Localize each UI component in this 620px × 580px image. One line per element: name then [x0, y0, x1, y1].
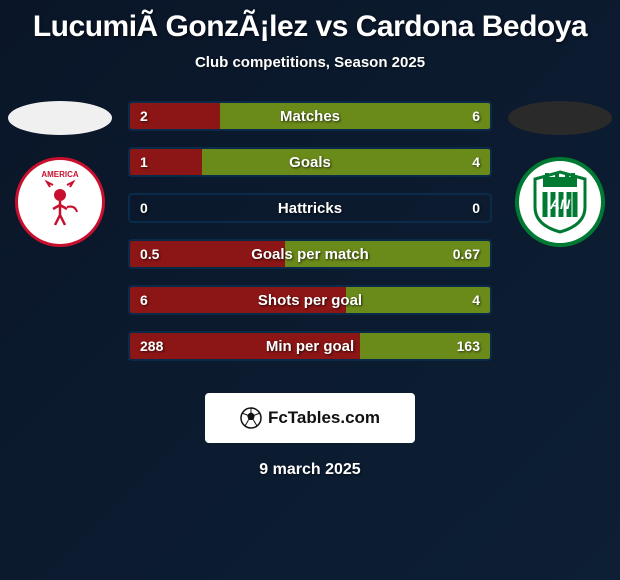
stat-label: Matches	[130, 108, 490, 125]
club-name-left: AMERICA	[41, 170, 78, 179]
stats-container: 26Matches 14Goals 00Hattricks 0.50.67Goals …	[120, 101, 500, 377]
left-player-column: AMERICA	[0, 101, 120, 247]
stat-row: 00Hattricks	[128, 193, 492, 223]
site-badge[interactable]: FcTables.com	[205, 393, 415, 443]
stat-row: 26Matches	[128, 101, 492, 131]
stat-label: Goals	[130, 154, 490, 171]
comparison-main: AMERICA 26Matches 14Goals 00Hattricks 0.50.…	[0, 101, 620, 377]
stat-label: Hattricks	[130, 200, 490, 217]
svg-text:AN: AN	[549, 196, 571, 212]
stat-row: 0.50.67Goals per match	[128, 239, 492, 269]
stat-row: 288163Min per goal	[128, 331, 492, 361]
footer-date: 9 march 2025	[0, 461, 620, 479]
page-title: LucumiÃ GonzÃ¡lez vs Cardona Bedoya	[0, 0, 620, 44]
site-label: FcTables.com	[268, 408, 380, 428]
devil-icon	[35, 177, 85, 227]
soccer-ball-icon	[240, 407, 262, 429]
player-right-ellipse	[508, 101, 612, 135]
right-player-column: AN	[500, 101, 620, 247]
stat-label: Goals per match	[130, 246, 490, 263]
stat-row: 64Shots per goal	[128, 285, 492, 315]
page-subtitle: Club competitions, Season 2025	[0, 54, 620, 71]
club-badge-left: AMERICA	[15, 157, 105, 247]
stat-label: Shots per goal	[130, 292, 490, 309]
shield-icon: AN	[525, 167, 595, 237]
stat-row: 14Goals	[128, 147, 492, 177]
club-badge-right: AN	[515, 157, 605, 247]
stat-label: Min per goal	[130, 338, 490, 355]
player-left-ellipse	[8, 101, 112, 135]
